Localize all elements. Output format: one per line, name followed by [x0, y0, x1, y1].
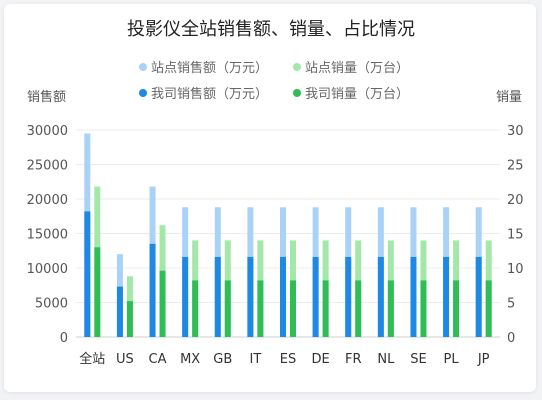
x-category-label: MX — [180, 352, 200, 367]
bar-our-volume[interactable] — [387, 280, 394, 337]
x-category-label: NL — [377, 352, 395, 367]
y-left-tick-label: 0 — [60, 331, 68, 346]
bar-our-sales[interactable] — [443, 256, 450, 337]
bar-our-sales[interactable] — [214, 256, 221, 337]
y-right-tick-label: 0 — [507, 331, 515, 346]
x-category-label: IT — [249, 352, 261, 367]
bar-our-volume[interactable] — [257, 280, 264, 337]
bar-our-volume[interactable] — [290, 280, 296, 337]
y-right-axis-label: 销量 — [496, 90, 522, 105]
legend-label-our-sales: 我司销售额（万元） — [151, 86, 268, 102]
legend-item-our-sales[interactable]: 我司销售额（万元） — [139, 86, 268, 102]
x-category-label: FR — [345, 352, 362, 367]
grid — [76, 129, 500, 338]
legend-item-site-volume[interactable]: 站点销量（万台） — [293, 61, 409, 76]
bar-our-sales[interactable] — [84, 211, 91, 337]
x-category-label: ES — [280, 352, 296, 367]
bar-our-sales[interactable] — [377, 256, 384, 337]
x-category-label: JP — [477, 352, 490, 367]
bar-our-volume[interactable] — [192, 280, 199, 337]
y-right-tick-label: 25 — [507, 159, 524, 174]
bar-our-sales[interactable] — [247, 256, 254, 337]
bar-our-sales[interactable] — [149, 243, 156, 337]
legend-marker-our-sales — [139, 89, 147, 97]
bar-our-volume[interactable] — [322, 280, 329, 337]
y-right-tick-label: 15 — [507, 228, 524, 243]
y-left-tick-label: 30000 — [27, 124, 68, 139]
bar-our-volume[interactable] — [159, 270, 166, 337]
y-left-tick-label: 5000 — [35, 297, 68, 312]
bar-our-volume[interactable] — [453, 280, 460, 337]
legend-item-site-sales[interactable]: 站点销售额（万元） — [139, 60, 268, 76]
bar-our-volume[interactable] — [94, 247, 101, 337]
y-left-tick-label: 10000 — [27, 262, 68, 277]
y-left-tick-label: 25000 — [27, 159, 68, 174]
bar-our-sales[interactable] — [182, 256, 189, 337]
legend-item-our-volume[interactable]: 我司销量（万台） — [293, 87, 409, 102]
x-category-label: DE — [311, 352, 329, 367]
x-category-label: PL — [444, 352, 460, 367]
legend-marker-site-volume — [293, 63, 301, 71]
y-left-tick-label: 20000 — [27, 193, 68, 208]
bar-our-volume[interactable] — [355, 280, 362, 337]
bar-our-sales[interactable] — [410, 256, 417, 337]
x-category-label: GB — [213, 352, 232, 367]
legend-label-site-sales: 站点销售额（万元） — [151, 60, 268, 76]
bar-our-sales[interactable] — [116, 286, 123, 337]
bars — [84, 133, 492, 337]
x-category-label: US — [116, 352, 134, 367]
y-right-tick-label: 30 — [507, 124, 524, 139]
bar-our-volume[interactable] — [485, 280, 492, 337]
x-category-label: CA — [149, 352, 167, 367]
bar-our-sales[interactable] — [475, 256, 482, 337]
y-right-tick-label: 5 — [507, 297, 515, 312]
legend-marker-site-sales — [139, 63, 147, 71]
x-category-label: 全站 — [79, 351, 105, 367]
legend-label-site-volume: 站点销量（万台） — [305, 61, 409, 76]
bar-our-volume[interactable] — [420, 280, 427, 337]
bar-our-sales[interactable] — [345, 256, 352, 337]
bar-our-sales[interactable] — [312, 256, 319, 337]
legend-marker-our-volume — [293, 89, 301, 97]
x-categories: 全站 US CA MX GB IT ES DE FR NL SE PL JP — [79, 351, 489, 367]
y-right-tick-label: 20 — [507, 193, 524, 208]
bar-our-sales[interactable] — [280, 256, 286, 337]
chart-title: 投影仪全站销售额、销量、占比情况 — [127, 19, 415, 40]
y-left-tick-label: 15000 — [27, 228, 68, 243]
y-left-axis-label: 销售额 — [27, 89, 66, 105]
bar-our-volume[interactable] — [224, 280, 231, 337]
legend-label-our-volume: 我司销量（万台） — [305, 87, 409, 102]
y-left-ticks: 0 5000 10000 15000 20000 25000 30000 — [27, 124, 68, 346]
y-right-ticks: 0 5 10 15 20 25 30 — [507, 124, 524, 346]
bar-our-volume[interactable] — [126, 301, 133, 337]
y-right-tick-label: 10 — [507, 262, 524, 277]
legend: 站点销售额（万元） 站点销量（万台） 我司销售额（万元） 我司销量（万台） — [139, 60, 409, 102]
x-category-label: SE — [410, 352, 426, 367]
